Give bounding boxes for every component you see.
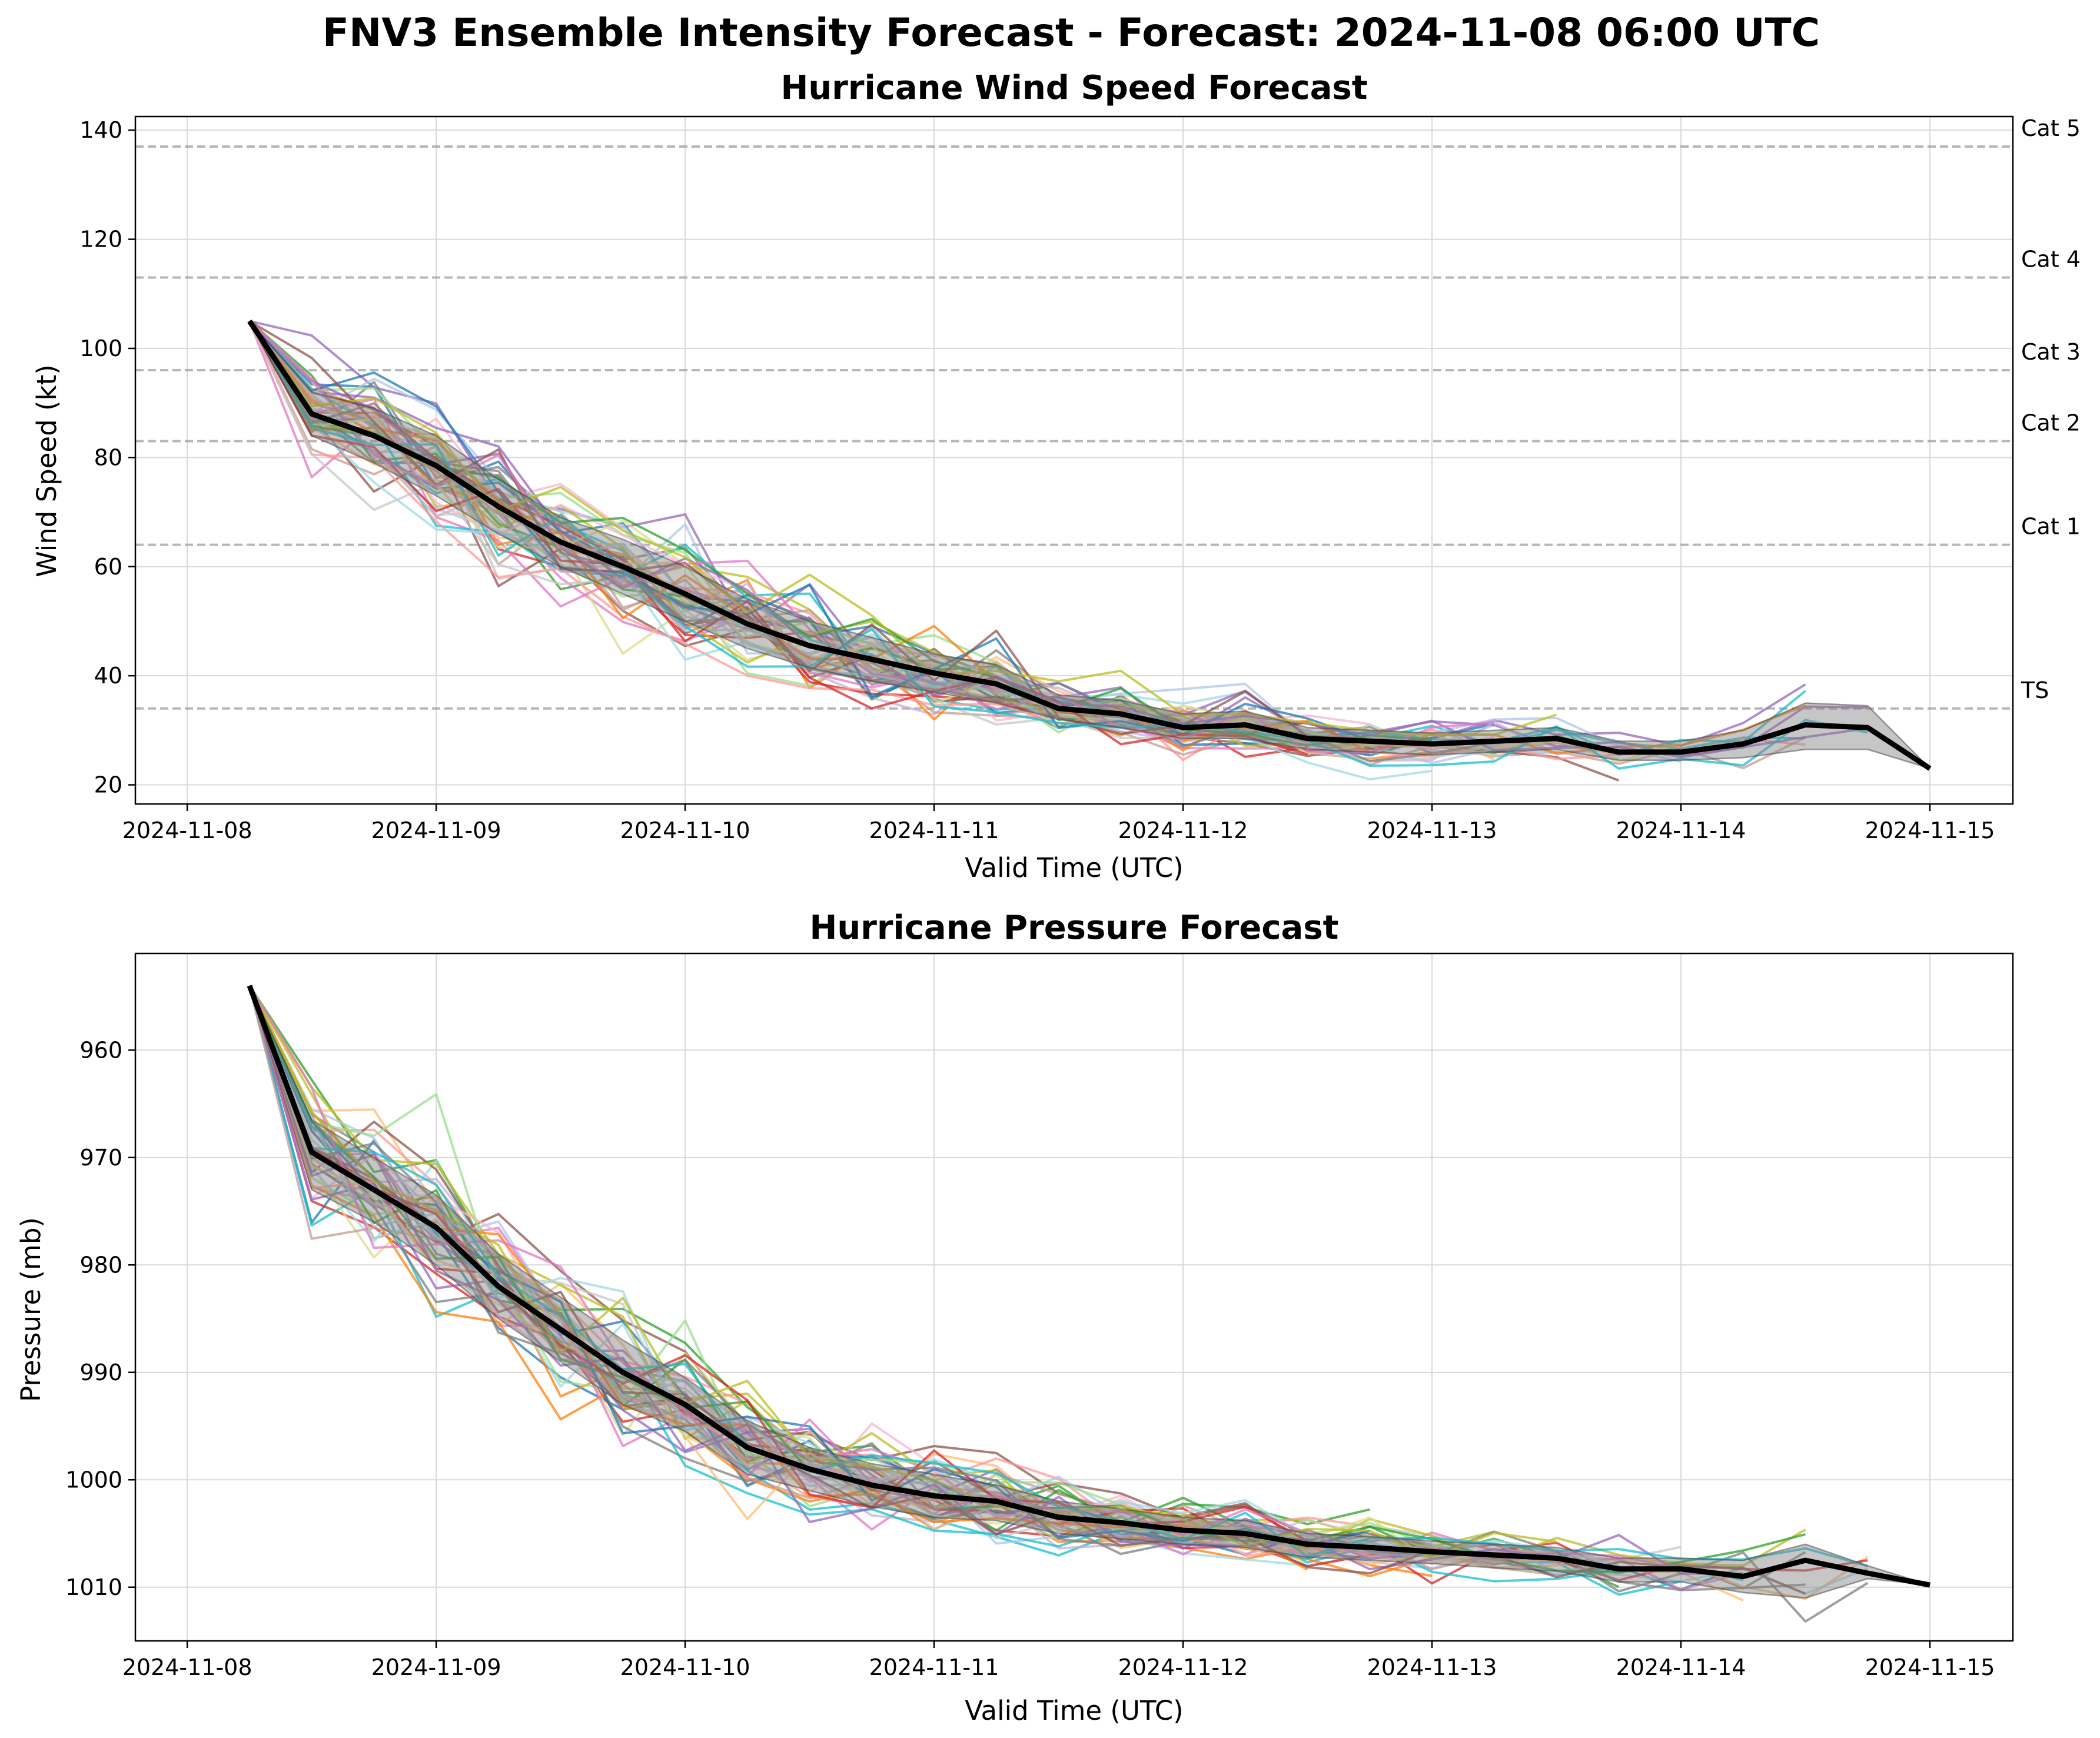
ensemble-member-line: [248, 985, 1868, 1567]
x-tick-label: 2024-11-14: [1616, 1654, 1746, 1680]
ensemble-member-line: [248, 985, 1557, 1559]
x-tick-label: 2024-11-08: [122, 818, 252, 843]
y-tick-label: 980: [79, 1252, 122, 1278]
ensemble-mean-line: [247, 985, 1930, 1588]
y-tick-label: 20: [94, 772, 122, 798]
x-tick-label: 2024-11-12: [1118, 818, 1248, 843]
wind-chart-title: Hurricane Wind Speed Forecast: [780, 69, 1367, 107]
ensemble-member-line: [248, 320, 1433, 747]
category-label: Cat 2: [2021, 410, 2081, 436]
pressure-axis-ticks: 2024-11-08 2024-11-09 2024-11-10 2024-11-11…: [65, 1037, 1995, 1680]
ensemble-member-line: [248, 985, 1557, 1570]
x-tick-label: 2024-11-11: [869, 1654, 999, 1680]
x-tick-label: 2024-11-12: [1118, 1654, 1248, 1680]
ensemble-mean-line: [247, 320, 1932, 771]
pressure-y-axis-label: Pressure (mb): [15, 1217, 46, 1402]
x-tick-label: 2024-11-11: [869, 818, 999, 843]
category-label: Cat 3: [2021, 339, 2081, 365]
wind-plot-frame: [134, 115, 2014, 805]
x-tick-label: 2024-11-13: [1367, 1654, 1497, 1680]
wind-y-axis-label: Wind Speed (kt): [31, 364, 62, 577]
x-tick-label: 2024-11-15: [1865, 1654, 1995, 1680]
category-label: TS: [2021, 677, 2049, 703]
y-tick-label: 970: [79, 1145, 122, 1171]
y-tick-label: 120: [79, 227, 122, 252]
x-tick-label: 2024-11-13: [1367, 818, 1497, 843]
figure-suptitle: FNV3 Ensemble Intensity Forecast - Forec…: [323, 10, 1820, 55]
x-tick-label: 2024-11-08: [122, 1654, 252, 1680]
category-label: Cat 1: [2021, 514, 2081, 540]
category-label: Cat 4: [2021, 246, 2081, 272]
x-tick-label: 2024-11-10: [620, 1654, 750, 1680]
ensemble-member-line: [248, 320, 1433, 781]
ensemble-member-line: [248, 985, 1370, 1550]
y-tick-label: 60: [94, 554, 122, 580]
x-tick-label: 2024-11-10: [620, 818, 750, 843]
y-tick-label: 990: [79, 1360, 122, 1385]
x-tick-label: 2024-11-15: [1865, 818, 1995, 843]
pressure-ensemble-mean: [247, 985, 1930, 1588]
y-tick-label: 40: [94, 663, 122, 689]
y-tick-label: 100: [79, 335, 122, 361]
x-tick-label: 2024-11-09: [371, 818, 501, 843]
ensemble-member-line: [248, 320, 1868, 770]
wind-ensemble-mean: [247, 320, 1932, 771]
x-tick-label: 2024-11-14: [1616, 818, 1746, 843]
x-tick-label: 2024-11-09: [371, 1654, 501, 1680]
ensemble-member-line: [248, 320, 1868, 757]
y-tick-label: 80: [94, 444, 122, 470]
ensemble-member-line: [248, 985, 1619, 1567]
y-tick-label: 960: [79, 1037, 122, 1063]
ensemble-member-line: [248, 985, 1806, 1595]
pressure-plot-frame: [134, 952, 2014, 1642]
wind-x-axis-label: Valid Time (UTC): [965, 852, 1184, 883]
y-tick-label: 140: [79, 117, 122, 143]
wind-axis-ticks: 2024-11-08 2024-11-09 2024-11-10 2024-11-11…: [79, 117, 1995, 843]
category-label: Cat 5: [2021, 115, 2081, 141]
pressure-panel: Hurricane Pressure Forecast Valid Time (…: [15, 909, 2014, 1726]
wind-speed-panel: Hurricane Wind Speed Forecast Valid Time…: [31, 69, 2081, 883]
y-tick-label: 1010: [65, 1574, 122, 1600]
y-tick-label: 1000: [65, 1467, 122, 1493]
wind-category-lines: TS Cat 1 Cat 2 Cat 3 Cat 4 Cat 5: [135, 115, 2081, 710]
pressure-chart-title: Hurricane Pressure Forecast: [810, 909, 1339, 947]
pressure-x-axis-label: Valid Time (UTC): [965, 1695, 1184, 1726]
